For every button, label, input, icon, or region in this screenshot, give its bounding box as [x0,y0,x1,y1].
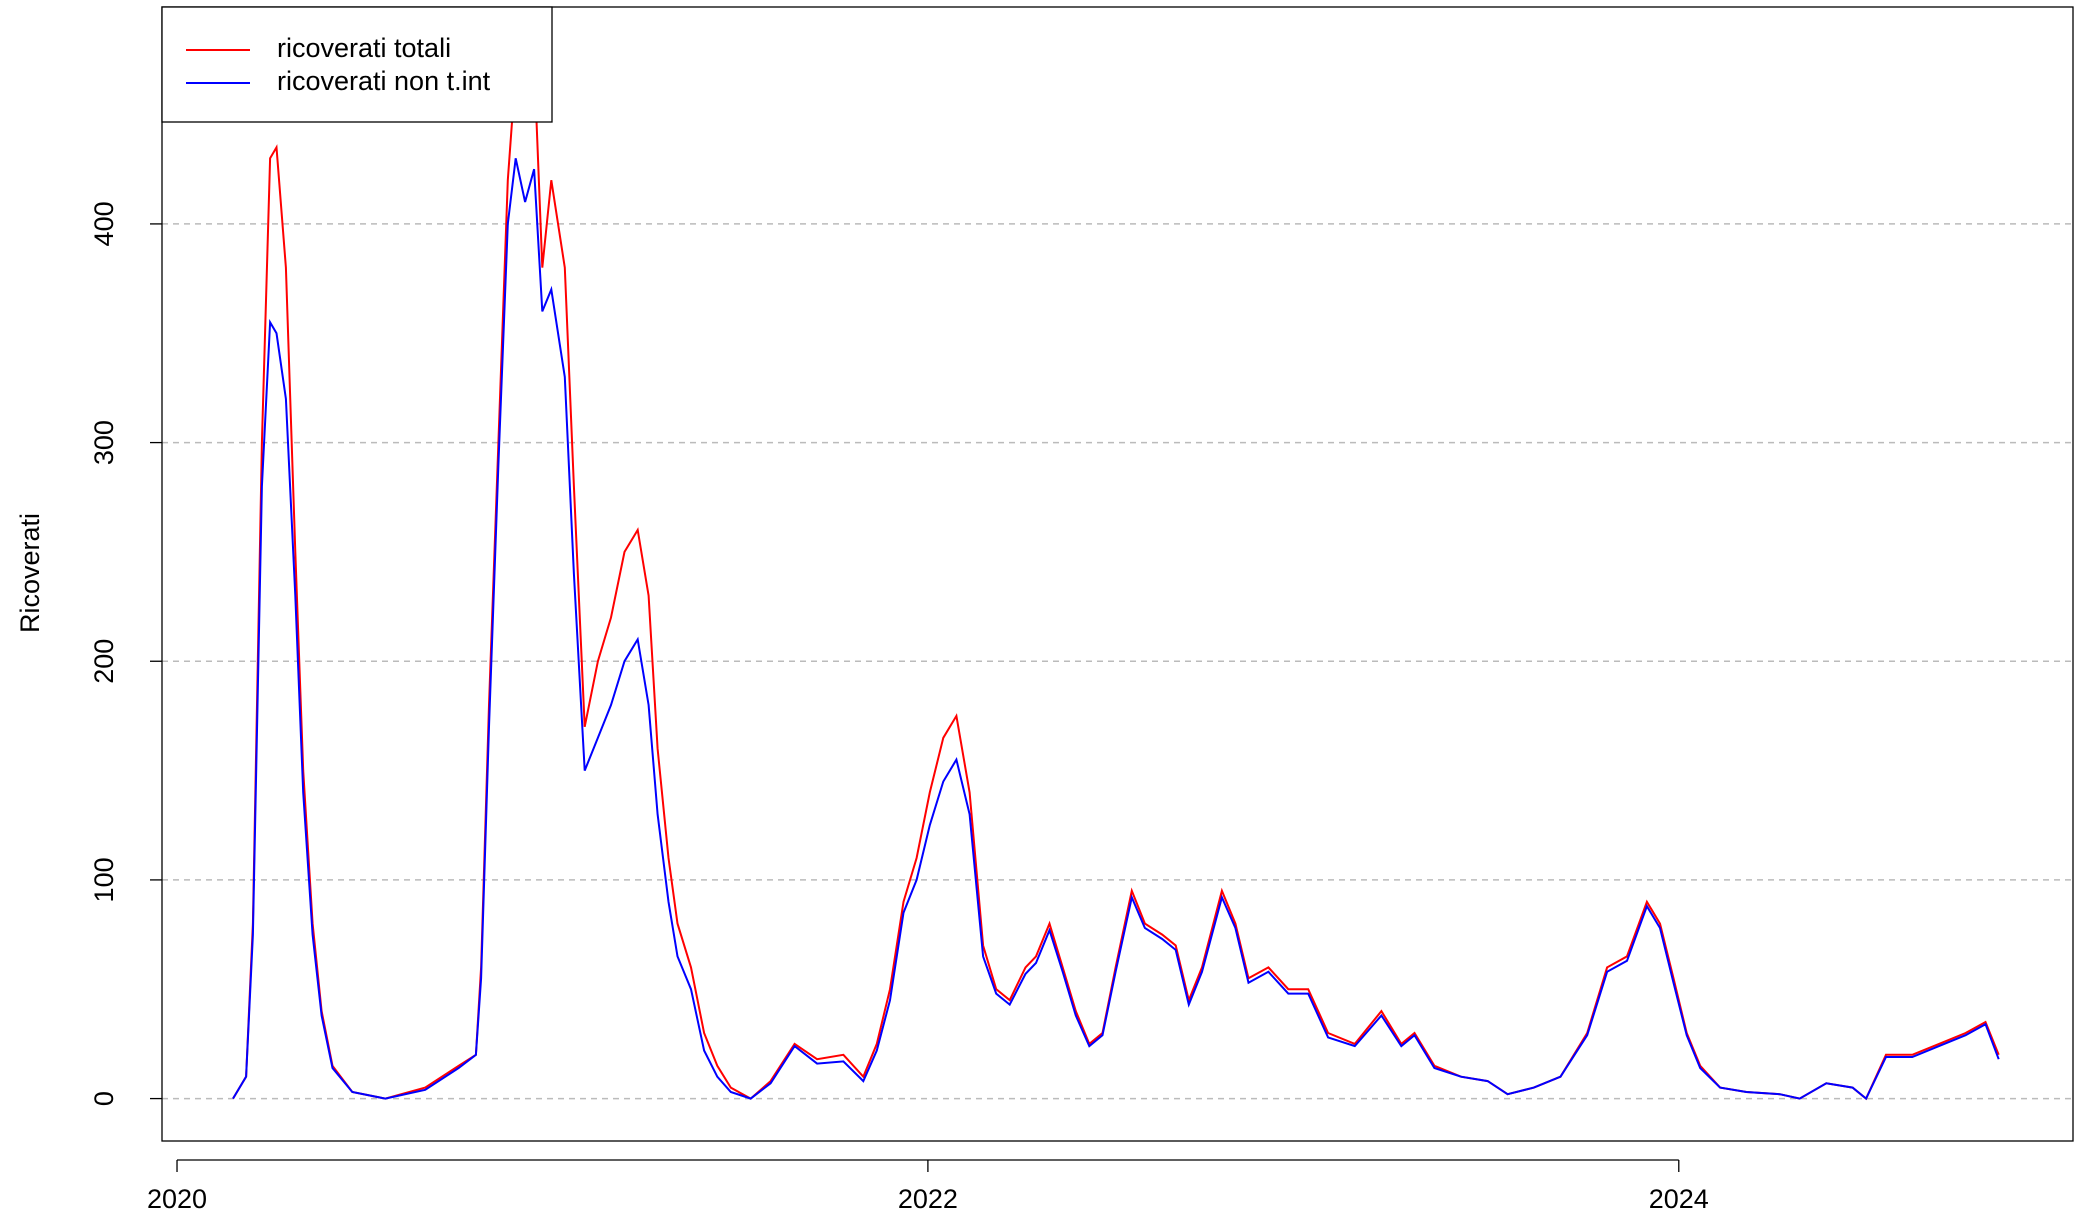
y-tick-label: 0 [89,1091,119,1106]
x-tick-label: 2020 [147,1184,207,1214]
x-tick-label: 2022 [898,1184,958,1214]
y-tick-label: 300 [89,420,119,465]
legend-box [161,6,553,123]
y-tick-label: 400 [89,201,119,246]
y-tick-label: 100 [89,857,119,902]
x-tick-label: 2024 [1649,1184,1709,1214]
legend-label: ricoverati non t.int [277,66,491,96]
data-line [232,59,2000,1101]
y-tick-label: 200 [89,639,119,684]
y-axis-label: Ricoverati [15,513,45,633]
plot-frame [161,6,2074,1142]
legend-label: ricoverati totali [277,33,451,63]
data-line [232,158,2000,1101]
